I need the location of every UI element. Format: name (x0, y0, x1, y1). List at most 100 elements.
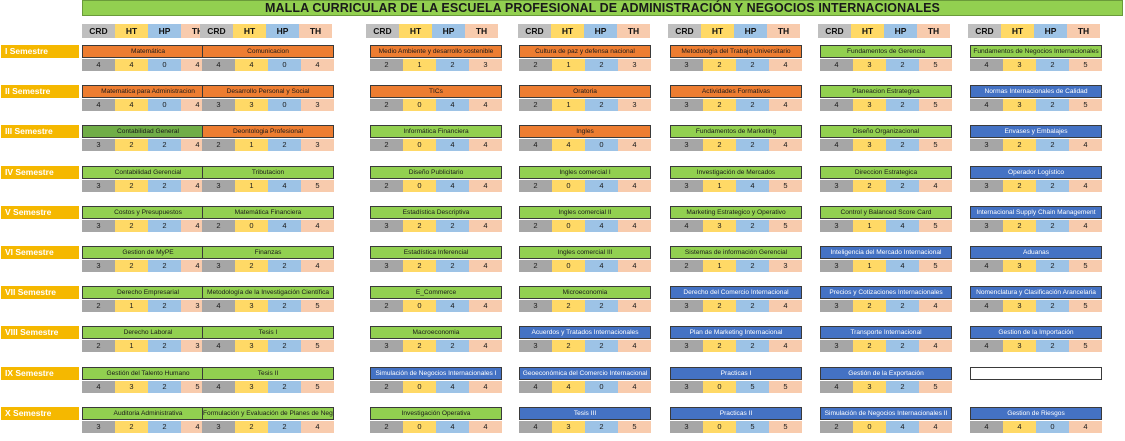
course-crd: 2 (820, 421, 853, 433)
course-cell: Deontologia Profesional 2 1 2 3 (202, 125, 334, 152)
course-crd: 2 (370, 59, 403, 71)
course-ht: 4 (115, 99, 148, 111)
course-ht: 3 (853, 139, 886, 151)
course-ht: 2 (703, 340, 736, 352)
course-cell: Fundamentos de Gerencia 4 3 2 5 (820, 45, 952, 72)
course-name: Plan de Marketing Internacional (670, 326, 802, 339)
course-hp: 4 (268, 180, 301, 192)
course-ht: 1 (703, 260, 736, 272)
course-ht: 3 (235, 300, 268, 312)
course-cell: Oratoria 2 1 2 3 (519, 85, 651, 112)
course-th: 5 (1069, 300, 1102, 312)
course-hp: 2 (268, 260, 301, 272)
course-crd: 3 (370, 220, 403, 232)
course-name: Actividades Formativas (670, 85, 802, 98)
course-hp: 2 (268, 381, 301, 393)
course-ht: 2 (853, 300, 886, 312)
course-ht: 0 (703, 381, 736, 393)
course-cell: Tributacion 3 1 4 5 (202, 166, 334, 193)
course-crd: 3 (670, 180, 703, 192)
course-crd: 2 (370, 421, 403, 433)
course-th: 5 (769, 220, 802, 232)
course-hp: 2 (148, 139, 181, 151)
column-header-group: CRD HT HP TH (668, 24, 800, 38)
course-cell: Diseño Publicitario 2 0 4 4 (370, 166, 502, 193)
course-hp: 2 (736, 300, 769, 312)
course-name: Practicas I (670, 367, 802, 380)
column-header-ht: HT (399, 24, 432, 38)
column-header-ht: HT (701, 24, 734, 38)
course-crd: 2 (82, 340, 115, 352)
course-ht: 0 (403, 381, 436, 393)
semester-label: IX Semestre (1, 367, 79, 380)
column-header-th: TH (617, 24, 650, 38)
course-cell: Envases y Embalajes 3 2 2 4 (970, 125, 1102, 152)
course-cell: Aduanas 4 3 2 5 (970, 246, 1102, 273)
course-cell: Ingles 4 4 0 4 (519, 125, 651, 152)
course-crd: 4 (519, 381, 552, 393)
course-cell: Nomenclatura y Clasificación Arancelaria… (970, 286, 1102, 313)
course-hp: 2 (436, 220, 469, 232)
course-cell: Precios y Cotizaciones Internacionales 3 2… (820, 286, 952, 313)
course-crd: 3 (519, 340, 552, 352)
course-name: Finanzas (202, 246, 334, 259)
course-ht: 2 (403, 340, 436, 352)
course-hp: 2 (436, 340, 469, 352)
course-ht: 3 (1003, 99, 1036, 111)
course-crd: 3 (202, 180, 235, 192)
course-th: 5 (1069, 340, 1102, 352)
course-cell: Desarrollo Personal y Social 3 3 0 3 (202, 85, 334, 112)
course-crd: 4 (82, 99, 115, 111)
course-hp: 2 (585, 340, 618, 352)
course-hp: 0 (585, 139, 618, 151)
column-header-ht: HT (233, 24, 266, 38)
course-name: Oratoria (519, 85, 651, 98)
course-ht: 0 (235, 220, 268, 232)
course-hp: 2 (148, 260, 181, 272)
course-th: 4 (301, 260, 334, 272)
course-name: Tesis I (202, 326, 334, 339)
course-name: Metodología de la Investigación Científi… (202, 286, 334, 299)
course-th: 4 (469, 139, 502, 151)
course-cell: Comunicacion 4 4 0 4 (202, 45, 334, 72)
column-header-hp: HP (266, 24, 299, 38)
course-cell: Contabilidad General 3 2 2 4 (82, 125, 214, 152)
course-ht: 3 (1003, 260, 1036, 272)
course-cell: Finanzas 3 2 2 4 (202, 246, 334, 273)
course-th: 4 (469, 381, 502, 393)
course-hp: 2 (148, 220, 181, 232)
course-name (970, 367, 1102, 380)
course-th: 4 (919, 340, 952, 352)
course-th: 4 (469, 260, 502, 272)
course-ht: 0 (403, 300, 436, 312)
course-name: Diseño Organizacional (820, 125, 952, 138)
course-ht: 3 (235, 340, 268, 352)
course-hp: 2 (886, 381, 919, 393)
course-th: 5 (1069, 59, 1102, 71)
course-ht: 0 (403, 99, 436, 111)
course-th: 5 (919, 139, 952, 151)
course-ht: 3 (235, 381, 268, 393)
course-cell: Fundamentos de Negocios Internacionales 4… (970, 45, 1102, 72)
course-cell: Estadística Inferencial 3 2 2 4 (370, 246, 502, 273)
course-cell: Gestion de la Importación 4 3 2 5 (970, 326, 1102, 353)
course-ht: 4 (552, 139, 585, 151)
column-header-hp: HP (584, 24, 617, 38)
course-name: Internacional Supply Chain Management (970, 206, 1102, 219)
course-hp: 4 (436, 381, 469, 393)
course-name: Control y Balanced Score Card (820, 206, 952, 219)
course-name: Gestión de la Exportación (820, 367, 952, 380)
